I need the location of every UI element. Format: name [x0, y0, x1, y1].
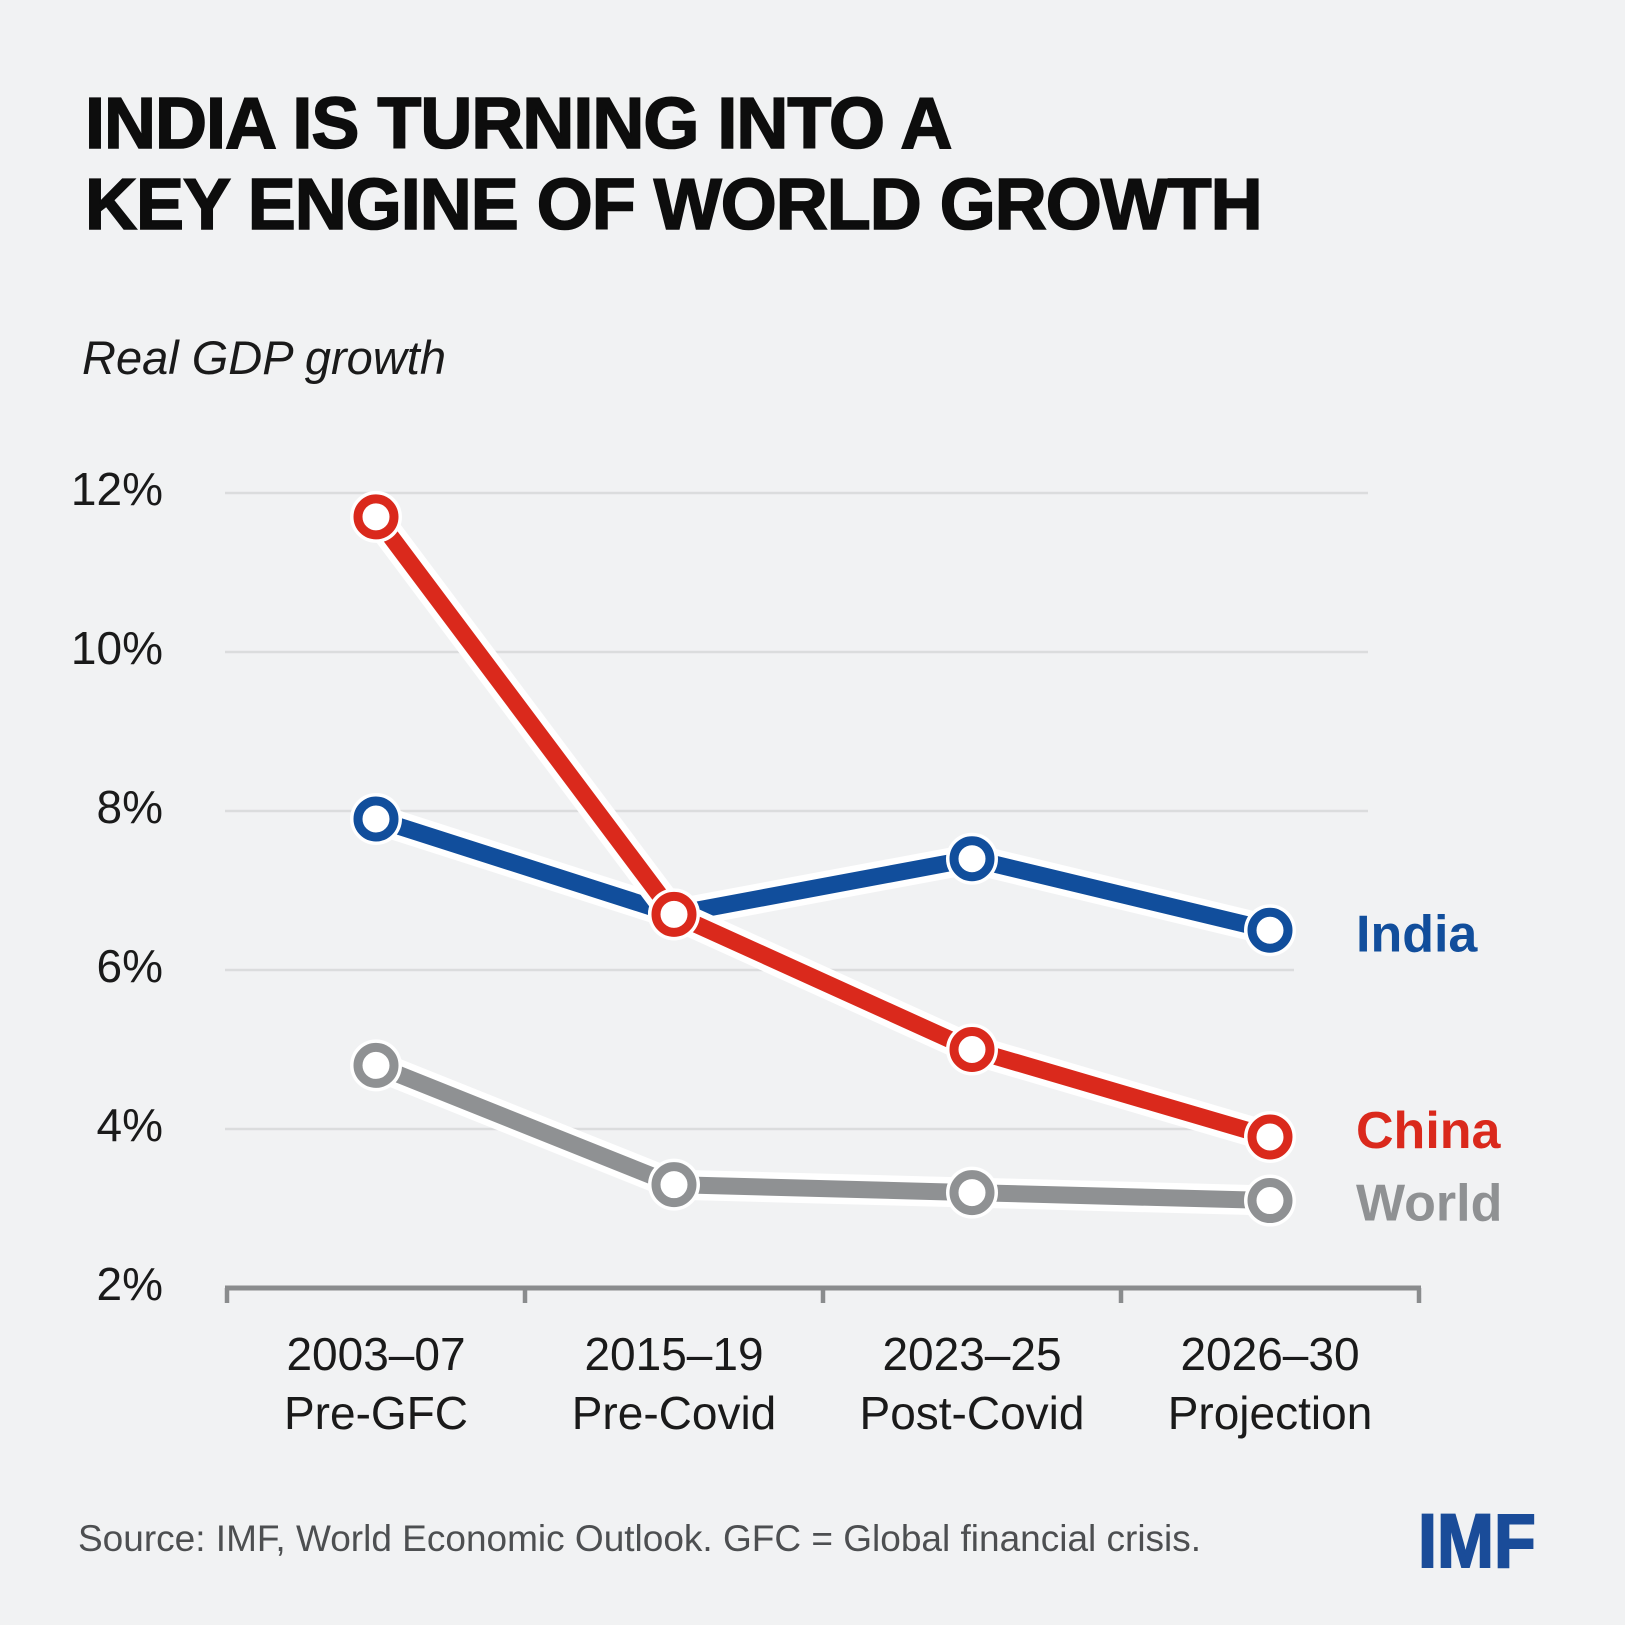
series-label-world: World: [1356, 1175, 1502, 1233]
india-line: [373, 810, 1272, 939]
source-note: Source: IMF, World Economic Outlook. GFC…: [78, 1518, 1202, 1559]
world-line: [372, 1057, 1271, 1210]
y-tick-label: 8%: [97, 781, 163, 833]
imf-logo: IMF: [1417, 1499, 1537, 1584]
india-marker: [949, 836, 995, 882]
page-title: INDIA IS TURNING INTO A KEY ENGINE OF WO…: [84, 83, 1263, 246]
chart-subtitle: Real GDP growth: [82, 331, 446, 384]
china-marker: [949, 1027, 995, 1072]
x-tick-label: 2023–25 Post-Covid: [860, 1328, 1085, 1439]
china-line-halo: [361, 501, 1285, 1152]
x-tick-label: 2026–30 Projection: [1168, 1328, 1373, 1439]
y-tick-label: 4%: [97, 1099, 163, 1151]
china-line: [369, 511, 1273, 1146]
world-marker: [353, 1042, 399, 1088]
world-marker: [949, 1170, 995, 1216]
world-marker: [651, 1162, 697, 1208]
x-tick-label: 2003–07 Pre-GFC: [284, 1328, 468, 1439]
y-tick-label: 6%: [97, 940, 163, 992]
india-marker: [353, 796, 399, 842]
x-tick-label: 2015–19 Pre-Covid: [572, 1328, 777, 1439]
india-marker: [1247, 907, 1293, 953]
world-marker: [1247, 1178, 1293, 1224]
china-marker: [353, 494, 399, 540]
india-line-halo: [361, 803, 1285, 946]
series-label-china: China: [1356, 1102, 1502, 1160]
china-marker: [1247, 1114, 1293, 1160]
y-tick-label: 10%: [71, 622, 163, 674]
series-label-india: India: [1356, 905, 1478, 963]
y-tick-label: 12%: [71, 463, 163, 515]
china-marker: [651, 891, 697, 937]
y-tick-label: 2%: [97, 1258, 163, 1310]
